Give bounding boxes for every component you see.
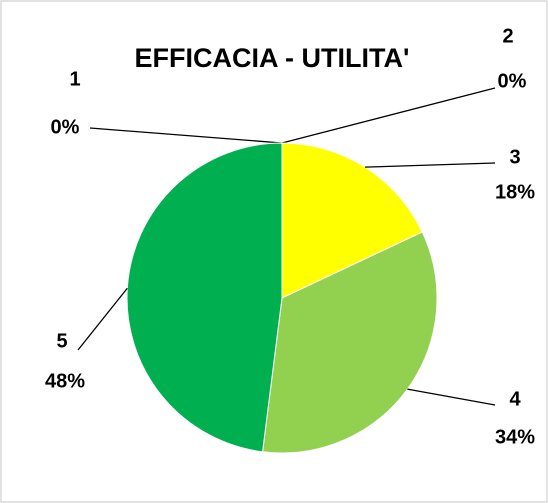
value-label: 0% bbox=[51, 116, 80, 138]
leader-line bbox=[77, 287, 128, 351]
pie-slice bbox=[281, 142, 423, 299]
leader-line bbox=[407, 388, 496, 406]
value-label: 0% bbox=[498, 70, 527, 92]
value-label: 18% bbox=[495, 181, 535, 203]
category-label: 4 bbox=[509, 388, 521, 410]
category-label: 5 bbox=[56, 330, 67, 352]
category-label: 2 bbox=[502, 25, 513, 47]
category-label: 1 bbox=[69, 68, 80, 90]
chart-title: EFFICACIA - UTILITA' bbox=[135, 43, 410, 73]
leader-line bbox=[365, 162, 496, 168]
leader-line bbox=[281, 87, 496, 144]
leader-line bbox=[89, 127, 283, 144]
category-label: 3 bbox=[509, 146, 520, 168]
value-label: 34% bbox=[495, 426, 535, 448]
value-label: 48% bbox=[45, 370, 85, 392]
